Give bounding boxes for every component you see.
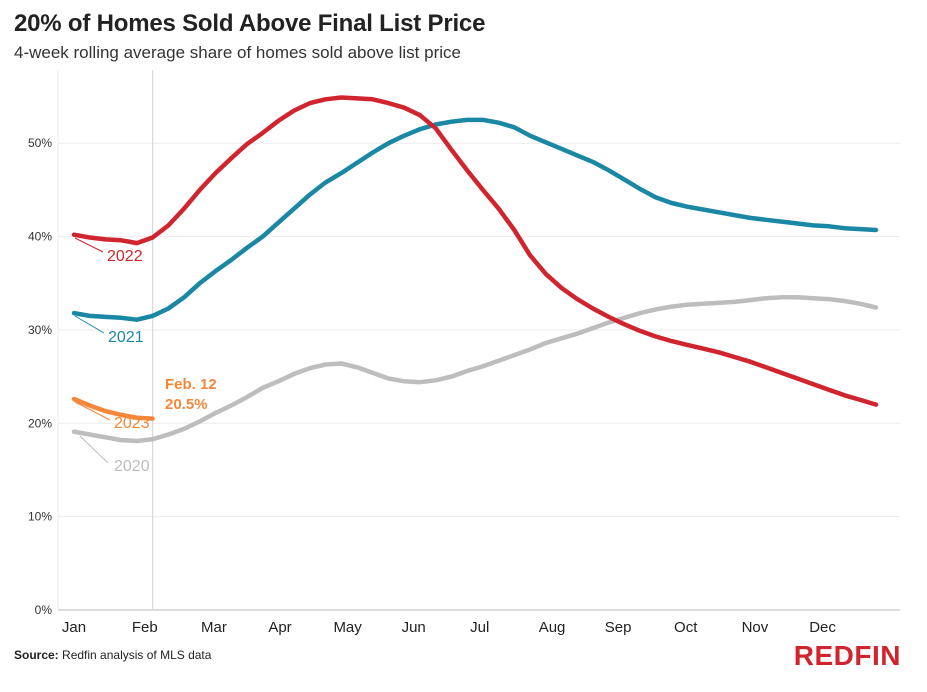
- series-label-2023: 2023: [114, 415, 150, 432]
- chart-title: 20% of Homes Sold Above Final List Price: [14, 10, 486, 37]
- x-tick-label: Jun: [402, 619, 426, 636]
- x-tick-label: Oct: [674, 619, 698, 636]
- y-tick-label: 40%: [28, 230, 52, 244]
- x-tick-label: Sep: [605, 619, 632, 636]
- redfin-logo: REDFIN: [793, 640, 901, 671]
- x-tick-label: Feb: [132, 619, 158, 636]
- annotation-date: Feb. 12: [165, 376, 217, 393]
- chart-subtitle: 4-week rolling average share of homes so…: [14, 43, 461, 62]
- annotation-value: 20.5%: [165, 396, 208, 413]
- x-tick-label: May: [333, 619, 362, 636]
- x-tick-label: Aug: [539, 619, 566, 636]
- x-tick-label: Apr: [268, 619, 291, 636]
- series-leader-2022: [74, 237, 104, 253]
- series-line-2023: [71, 396, 155, 421]
- series-leader-2023: [74, 401, 111, 421]
- x-tick-label: Mar: [201, 619, 227, 636]
- y-tick-label: 50%: [28, 136, 52, 150]
- x-tick-label: Nov: [742, 619, 769, 636]
- source-label: Source:: [14, 648, 59, 662]
- y-tick-label: 30%: [28, 323, 52, 337]
- series-line-2020: [71, 295, 879, 444]
- series-label-2020: 2020: [114, 458, 150, 475]
- x-tick-label: Jan: [62, 619, 86, 636]
- series-label-2021: 2021: [108, 329, 144, 346]
- y-tick-label: 10%: [28, 510, 52, 524]
- x-tick-label: Jul: [470, 619, 489, 636]
- x-tick-label: Dec: [809, 619, 836, 636]
- series-label-2022: 2022: [107, 248, 143, 265]
- series-line-2021: [71, 117, 879, 322]
- source-text: Redfin analysis of MLS data: [58, 648, 212, 662]
- y-tick-label: 0%: [35, 603, 53, 617]
- series-leader-2020: [79, 435, 109, 464]
- series-line-2022: [71, 95, 879, 407]
- series-leader-2021: [74, 315, 105, 334]
- source-note: Source: Redfin analysis of MLS data: [14, 648, 211, 662]
- y-tick-label: 20%: [28, 416, 52, 430]
